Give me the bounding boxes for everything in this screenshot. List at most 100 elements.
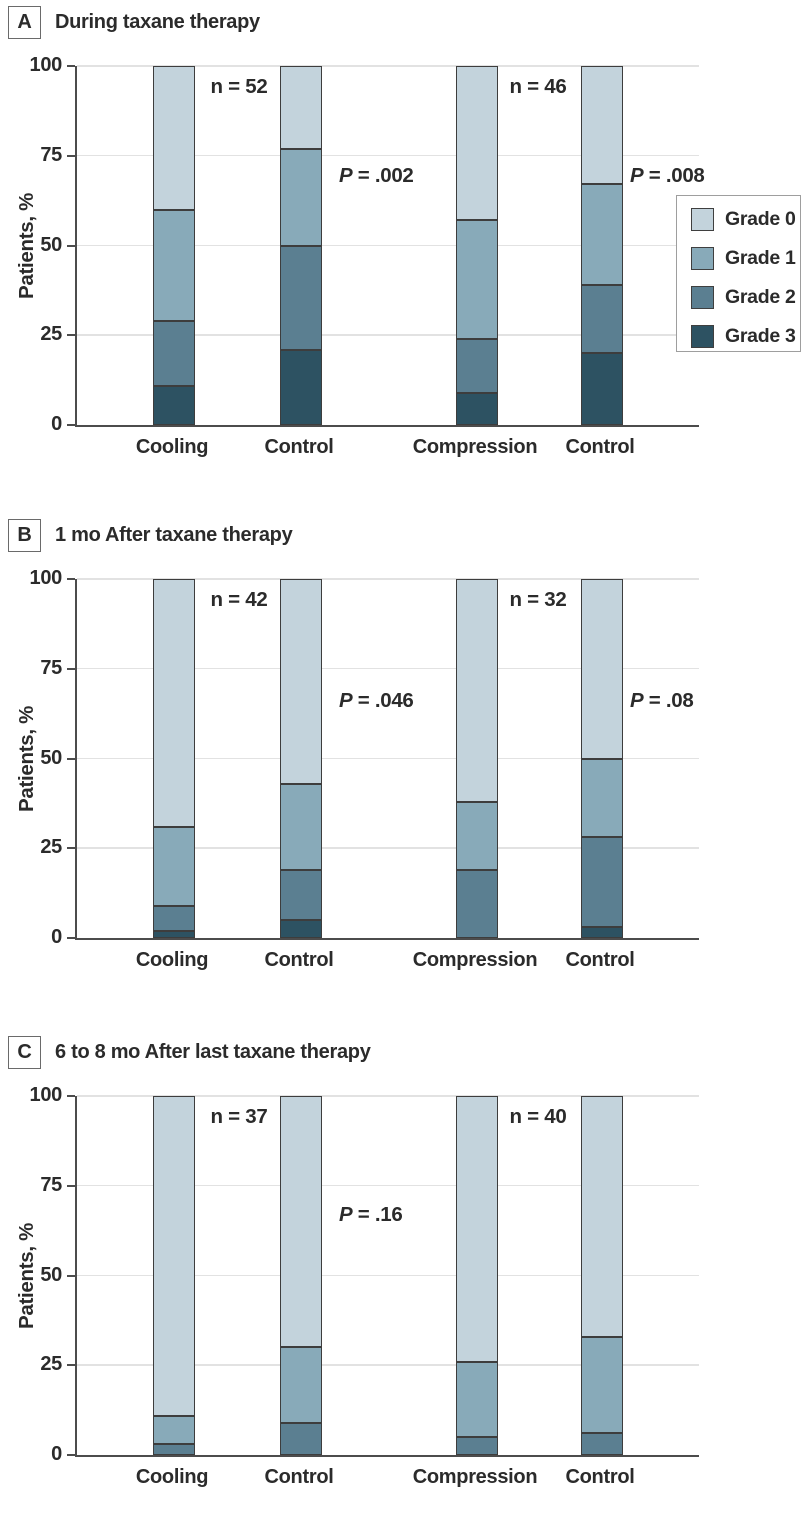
panel-b-title-row: B 1 mo After taxane therapy <box>8 519 293 552</box>
gridline-75 <box>77 1184 699 1187</box>
n-label-1: n = 32 <box>509 588 567 611</box>
bar-segment-grade-1 <box>456 1361 498 1438</box>
bar-segment-grade-2 <box>153 320 195 386</box>
bar-segment-grade-1 <box>153 1415 195 1445</box>
y-tick-mark-0 <box>67 937 75 939</box>
bar-segment-grade-1 <box>280 783 322 870</box>
stacked-bar-cooling-0 <box>153 66 195 425</box>
bar-segment-grade-0 <box>153 579 195 827</box>
y-tick-label-75: 75 <box>40 656 62 679</box>
bar-segment-grade-1 <box>581 184 623 285</box>
legend-label-2: Grade 2 <box>725 286 796 308</box>
stacked-bar-control-1 <box>280 66 322 425</box>
p-value-label-0: P = .16 <box>339 1203 403 1226</box>
n-label-1: n = 40 <box>509 1105 567 1128</box>
n-label-0: n = 37 <box>210 1105 268 1128</box>
y-tick-label-100: 100 <box>29 1084 63 1106</box>
legend-swatch-grade-0 <box>691 208 714 231</box>
y-tick-mark-50 <box>67 1274 75 1277</box>
panel-c-title: 6 to 8 mo After last taxane therapy <box>55 1041 371 1063</box>
x-category-label-0: Cooling <box>135 436 209 458</box>
panel-a: A During taxane therapy Patients, % n = … <box>0 0 807 483</box>
stacked-bar-control-3 <box>581 66 623 425</box>
legend-label-3: Grade 3 <box>725 325 796 347</box>
panel-c-letter-badge: C <box>8 1036 41 1069</box>
y-tick-mark-75 <box>67 154 75 157</box>
plot-area-b: n = 42 n = 32 P = .046 P = .08 <box>75 578 699 940</box>
bar-segment-grade-3 <box>153 385 195 425</box>
bar-segment-grade-0 <box>581 66 623 185</box>
stacked-bar-compression-2 <box>456 1096 498 1455</box>
y-tick-mark-25 <box>67 334 75 337</box>
bar-segment-grade-2 <box>280 1422 322 1455</box>
gridline-50 <box>77 757 699 759</box>
bar-segment-grade-3 <box>153 930 195 938</box>
bar-segment-grade-3 <box>280 920 322 938</box>
panel-a-title: During taxane therapy <box>55 11 260 33</box>
legend-row-2: Grade 2 <box>691 286 796 309</box>
legend-swatch-grade-1 <box>691 247 714 270</box>
stacked-bar-cooling-0 <box>153 579 195 938</box>
y-tick-label-25: 25 <box>40 836 62 859</box>
bar-segment-grade-0 <box>153 1096 195 1416</box>
stacked-bar-compression-2 <box>456 579 498 938</box>
bar-segment-grade-0 <box>456 66 498 221</box>
panel-b-title: 1 mo After taxane therapy <box>55 524 293 546</box>
gridline-50 <box>77 1274 699 1276</box>
gridline-25 <box>77 847 699 849</box>
bar-segment-grade-2 <box>456 1437 498 1455</box>
bar-segment-grade-0 <box>280 579 322 784</box>
plot-area-a: n = 52 n = 46 P = .002 P = .008 <box>75 65 705 427</box>
y-tick-label-25: 25 <box>40 323 62 346</box>
bar-segment-grade-0 <box>153 66 195 210</box>
bar-segment-grade-3 <box>581 353 623 425</box>
stacked-bar-control-1 <box>280 579 322 938</box>
bar-segment-grade-2 <box>581 285 623 354</box>
bar-segment-grade-2 <box>456 869 498 938</box>
bar-segment-grade-1 <box>280 148 322 246</box>
y-tick-mark-25 <box>67 1364 75 1367</box>
bar-segment-grade-1 <box>153 209 195 321</box>
y-tick-mark-100 <box>67 578 75 580</box>
gridline-100 <box>77 65 699 67</box>
bar-segment-grade-2 <box>280 869 322 921</box>
y-tick-label-100: 100 <box>29 567 63 589</box>
stacked-bar-control-1 <box>280 1096 322 1455</box>
x-category-label-2: Compression <box>412 949 538 971</box>
panel-b: B 1 mo After taxane therapy Patients, % … <box>0 513 807 996</box>
x-category-label-3: Control <box>565 949 635 971</box>
x-category-label-3: Control <box>565 436 635 458</box>
bar-segment-grade-1 <box>456 220 498 339</box>
gridline-100 <box>77 1095 699 1097</box>
p-value-label-1: P = .008 <box>630 164 705 187</box>
bar-segment-grade-2 <box>153 905 195 931</box>
y-tick-label-0: 0 <box>51 926 62 948</box>
bar-segment-grade-1 <box>581 1336 623 1434</box>
y-tick-mark-75 <box>67 1184 75 1187</box>
panel-b-letter-badge: B <box>8 519 41 552</box>
panel-a-title-row: A During taxane therapy <box>8 6 260 39</box>
bar-segment-grade-3 <box>456 392 498 425</box>
gridline-25 <box>77 1364 699 1366</box>
n-label-1: n = 46 <box>509 75 567 98</box>
bar-segment-grade-0 <box>456 1096 498 1362</box>
bar-segment-grade-0 <box>280 66 322 149</box>
bar-segment-grade-3 <box>581 927 623 938</box>
plot-area-c: n = 37 n = 40 P = .16 <box>75 1095 699 1457</box>
panel-c-title-row: C 6 to 8 mo After last taxane therapy <box>8 1036 371 1069</box>
gridline-50 <box>77 244 699 246</box>
x-category-label-1: Control <box>264 436 334 458</box>
y-tick-mark-100 <box>67 65 75 67</box>
y-tick-label-100: 100 <box>29 54 63 76</box>
p-value-label-0: P = .046 <box>339 689 414 712</box>
y-tick-label-50: 50 <box>40 233 62 256</box>
x-category-label-1: Control <box>264 949 334 971</box>
x-category-label-2: Compression <box>412 436 538 458</box>
legend-row-0: Grade 0 <box>691 208 796 231</box>
legend-label-1: Grade 1 <box>725 247 796 269</box>
y-tick-mark-25 <box>67 847 75 850</box>
bar-segment-grade-2 <box>581 1433 623 1455</box>
bar-segment-grade-2 <box>153 1444 195 1455</box>
legend-row-1: Grade 1 <box>691 247 796 270</box>
